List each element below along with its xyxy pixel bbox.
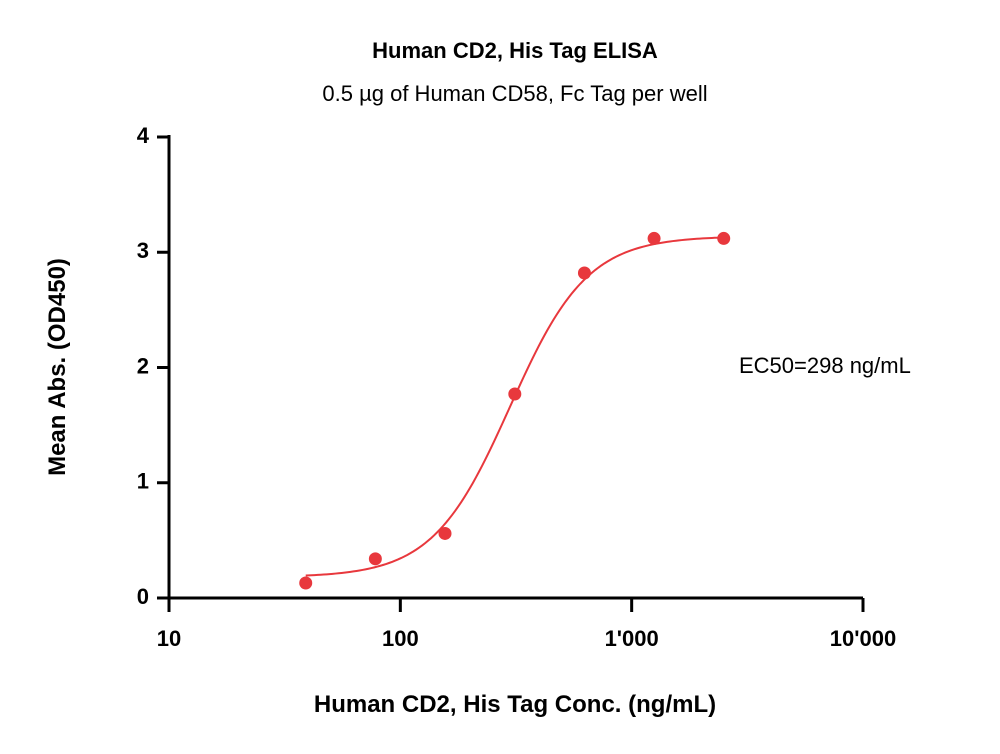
y-tick-label-0: 0 [137,584,149,609]
data-point-6 [717,231,731,245]
data-point-3 [508,387,522,401]
x-tick-label-0: 10 [157,626,181,651]
y-tick-label-2: 2 [137,353,149,378]
data-points [299,231,731,590]
data-point-0 [299,576,313,590]
data-point-5 [647,231,661,245]
y-tick-label-3: 3 [137,238,149,263]
data-point-2 [438,526,452,540]
chart-subtitle: 0.5 µg of Human CD58, Fc Tag per well [322,81,707,106]
x-tick-label-3: 10'000 [830,626,896,651]
data-point-1 [368,552,382,566]
chart-title: Human CD2, His Tag ELISA [372,38,658,63]
y-tick-label-1: 1 [137,469,149,494]
y-tick-label-4: 4 [137,123,150,148]
x-tick-label-2: 1'000 [605,626,659,651]
ec50-annotation: EC50=298 ng/mL [739,353,911,378]
x-axis-label: Human CD2, His Tag Conc. (ng/mL) [314,691,716,718]
x-tick-label-1: 100 [382,626,419,651]
data-point-4 [577,266,591,280]
y-ticks: 0 1 2 3 4 [137,123,169,609]
x-ticks: 10 100 1'000 10'000 [157,598,896,651]
fit-curve [305,236,724,577]
y-axis-label: Mean Abs. (OD450) [44,258,71,476]
